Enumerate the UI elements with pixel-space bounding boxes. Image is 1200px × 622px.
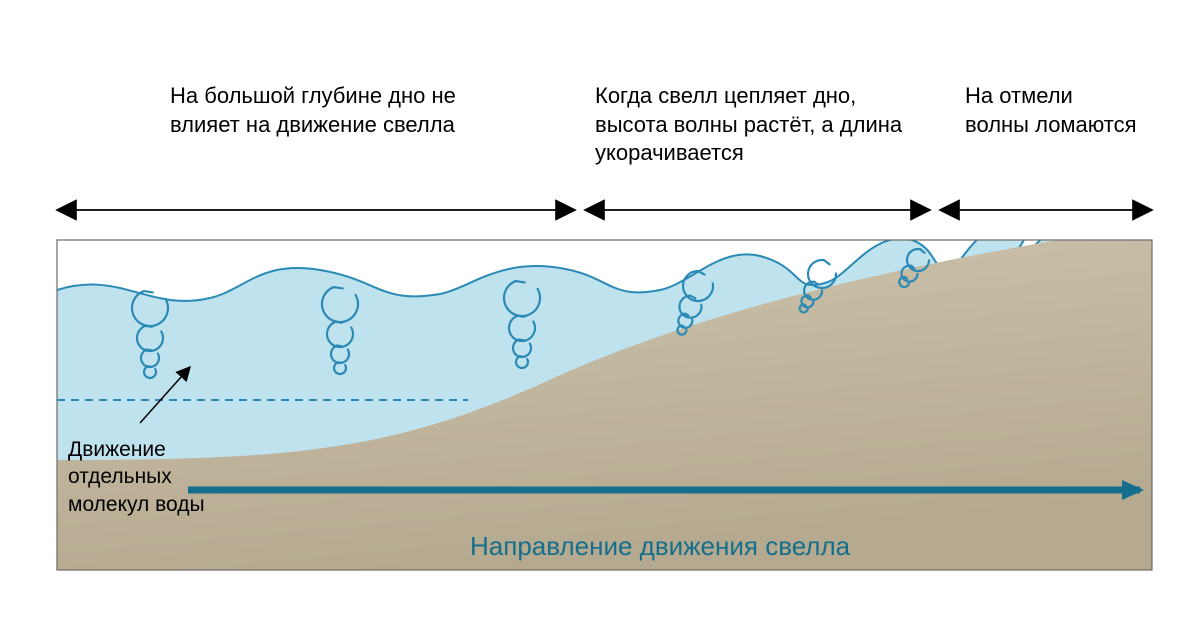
top-label-deep: На большой глубине дно не влияет на движ… (170, 82, 456, 139)
swell-direction-label: Направление движения свелла (470, 530, 850, 564)
top-label-break: На отмели волны ломаются (965, 82, 1137, 139)
top-label-shoal: Когда свелл цепляет дно, высота волны ра… (595, 82, 902, 168)
molecule-annotation: Движение отдельных молекул воды (68, 436, 205, 518)
